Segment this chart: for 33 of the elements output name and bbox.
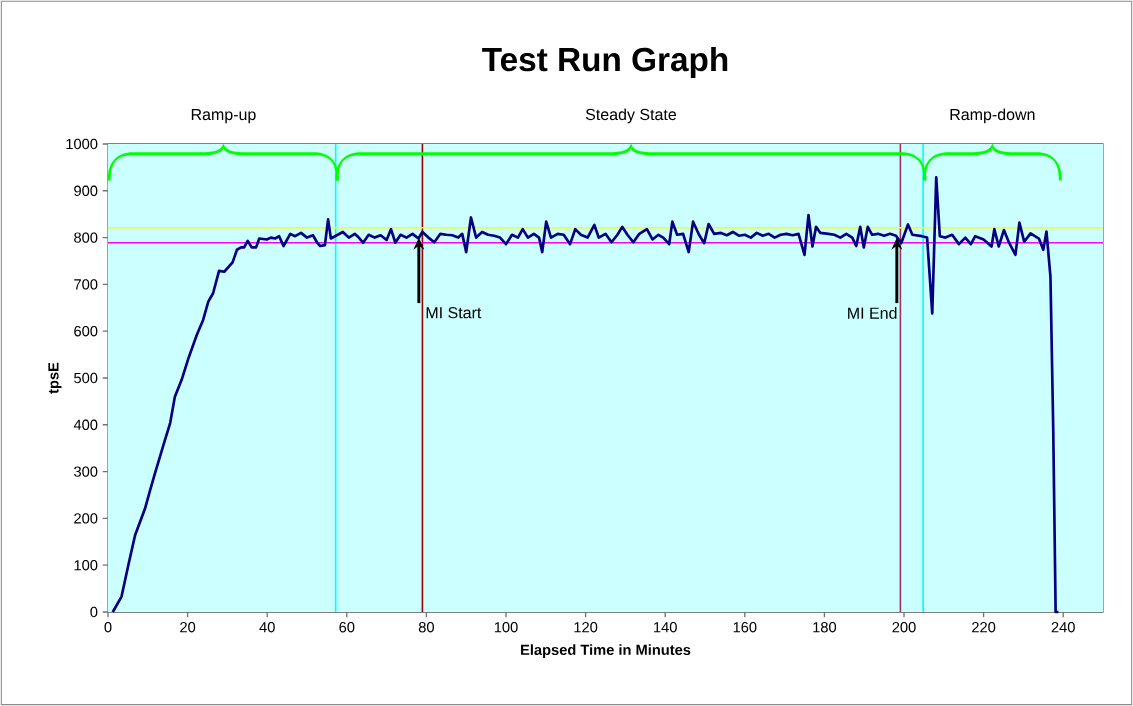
x-tick-label: 60 bbox=[339, 622, 355, 633]
x-tick-label: 240 bbox=[1051, 622, 1075, 633]
y-tick-label: 900 bbox=[74, 185, 98, 196]
text: Ramp-down bbox=[950, 108, 1035, 124]
ref-line-label: MI End bbox=[848, 307, 897, 319]
x-tick-label: 140 bbox=[654, 622, 677, 633]
x-tick-label: 20 bbox=[180, 622, 196, 633]
y-tick-label: 100 bbox=[74, 560, 98, 571]
x-tick-label: 80 bbox=[418, 622, 434, 633]
x-tick-label: 40 bbox=[259, 622, 275, 633]
x-tick-label: 120 bbox=[574, 622, 598, 633]
y-tick-label: 600 bbox=[74, 326, 98, 337]
chart-title: Test Run Graph bbox=[482, 46, 728, 78]
y-tick-label: 400 bbox=[73, 419, 98, 430]
y-tick-label: 300 bbox=[74, 466, 98, 477]
text: Ramp-up bbox=[191, 108, 256, 124]
x-tick-label: 180 bbox=[813, 622, 837, 633]
x-axis-title: Elapsed Time in Minutes bbox=[521, 644, 691, 658]
x-tick-label: 160 bbox=[733, 622, 757, 633]
text: Steady State bbox=[585, 108, 677, 124]
x-tick-label: 200 bbox=[892, 622, 916, 633]
y-tick-label: 1000 bbox=[66, 138, 98, 150]
x-tick-label: 100 bbox=[494, 622, 518, 633]
y-tick-label: 200 bbox=[74, 513, 98, 524]
y-tick-label: 800 bbox=[74, 232, 98, 243]
y-tick-label: 500 bbox=[74, 372, 98, 384]
line-series bbox=[111, 175, 1060, 614]
y-tick-label: 700 bbox=[74, 279, 98, 290]
x-tick-label: 0 bbox=[104, 622, 112, 633]
x-tick-label: 220 bbox=[972, 622, 996, 633]
y-tick-label: 0 bbox=[90, 606, 98, 618]
y-axis-title: tpsE bbox=[48, 362, 62, 394]
ref-line-label: MI Start bbox=[426, 307, 482, 319]
